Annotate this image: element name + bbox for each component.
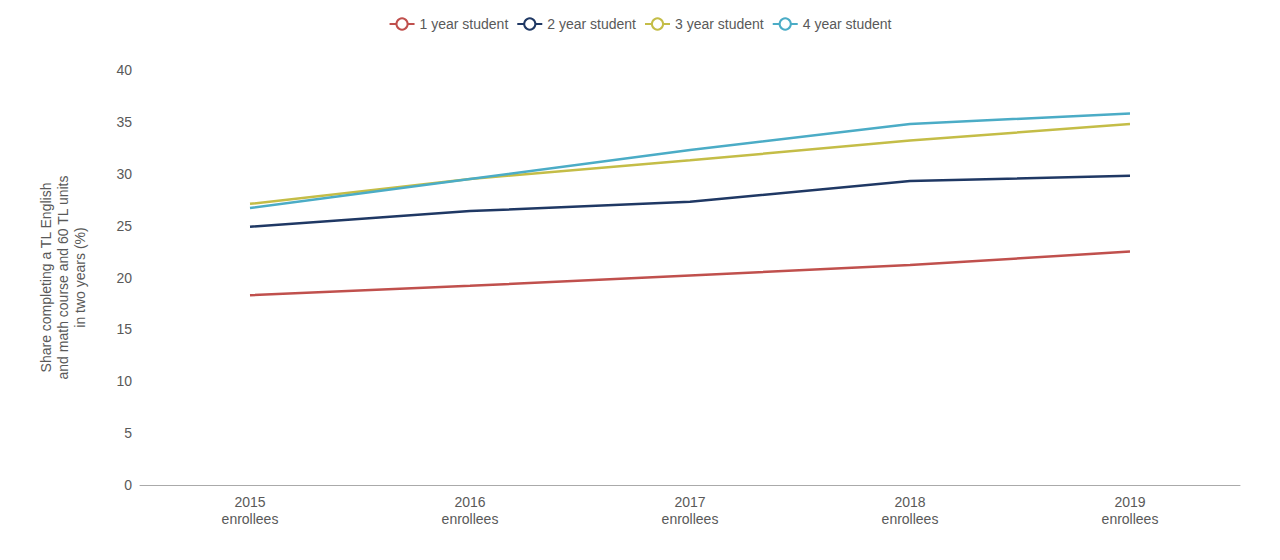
svg-text:40: 40 — [116, 62, 132, 78]
svg-text:1 year student: 1 year student — [420, 16, 509, 32]
svg-text:2019: 2019 — [1114, 494, 1145, 510]
svg-text:enrollees: enrollees — [662, 511, 719, 527]
svg-text:20: 20 — [116, 270, 132, 286]
svg-text:Share completing a TL English: Share completing a TL English — [38, 183, 54, 373]
svg-text:35: 35 — [116, 114, 132, 130]
svg-text:enrollees: enrollees — [882, 511, 939, 527]
svg-text:enrollees: enrollees — [1102, 511, 1159, 527]
svg-text:enrollees: enrollees — [222, 511, 279, 527]
svg-text:3 year student: 3 year student — [675, 16, 764, 32]
svg-text:enrollees: enrollees — [442, 511, 499, 527]
svg-text:0: 0 — [124, 477, 132, 493]
svg-text:and math course and 60 TL unit: and math course and 60 TL units — [55, 176, 71, 380]
svg-text:2 year student: 2 year student — [547, 16, 636, 32]
svg-text:30: 30 — [116, 166, 132, 182]
svg-text:2015: 2015 — [234, 494, 265, 510]
svg-text:10: 10 — [116, 373, 132, 389]
svg-text:2016: 2016 — [454, 494, 485, 510]
svg-text:5: 5 — [124, 425, 132, 441]
svg-text:15: 15 — [116, 321, 132, 337]
svg-text:4 year student: 4 year student — [803, 16, 892, 32]
svg-text:2018: 2018 — [894, 494, 925, 510]
svg-text:in two years (%): in two years (%) — [72, 227, 88, 327]
svg-text:25: 25 — [116, 218, 132, 234]
svg-text:2017: 2017 — [674, 494, 705, 510]
